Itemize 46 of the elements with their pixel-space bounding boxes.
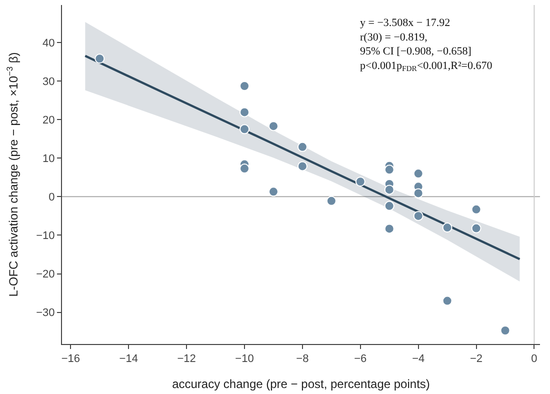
y-tick-label: 20 (42, 114, 55, 126)
x-tick-label: −8 (296, 353, 309, 366)
point (94, 54, 105, 64)
point (413, 168, 424, 179)
y-tick-label: 0 (48, 192, 55, 204)
x-tick-label: −2 (470, 353, 483, 366)
x-tick-label: −12 (177, 353, 196, 366)
y-tick-label: −20 (36, 268, 55, 281)
y-tick-label: 10 (42, 152, 55, 165)
point (297, 142, 308, 152)
x-tick-label: 0 (531, 353, 538, 366)
x-tick-label: −4 (412, 353, 425, 366)
x-tick-label: −10 (235, 353, 254, 366)
line-series (84, 54, 521, 260)
point (384, 164, 394, 175)
point (240, 164, 250, 174)
x-tick-label: −6 (354, 353, 367, 366)
point (413, 210, 424, 221)
y-tick-label: 40 (42, 37, 55, 50)
point (268, 121, 278, 132)
annotation: r(30) = −0.819, (360, 31, 428, 44)
point (384, 200, 394, 211)
y-tick-label: −10 (36, 230, 55, 242)
point (297, 161, 308, 172)
x-axis-title: accuracy change (pre − post, percentage points) (172, 377, 430, 392)
point (240, 80, 250, 91)
point (384, 184, 394, 195)
point (471, 223, 482, 234)
point (240, 107, 250, 118)
point (326, 196, 336, 206)
point (500, 326, 510, 336)
point (240, 124, 250, 134)
annotation: 95% CI [−0.908, −0.658] (360, 46, 472, 58)
point (442, 222, 452, 233)
point (355, 176, 366, 187)
x-tick-label: −14 (119, 353, 138, 366)
y-tick-label: −30 (36, 307, 55, 320)
point (442, 296, 452, 306)
point (384, 224, 394, 234)
y-tick-label: 30 (42, 76, 55, 88)
annotation: y = −3.508x − 17.92 (360, 17, 450, 29)
annotation: p<0.001p$_{FDR}$<0.001,R²=0.670 (360, 60, 493, 74)
point (268, 186, 278, 197)
point (413, 188, 424, 198)
x-tick-label: −16 (61, 353, 80, 366)
point (471, 204, 482, 214)
